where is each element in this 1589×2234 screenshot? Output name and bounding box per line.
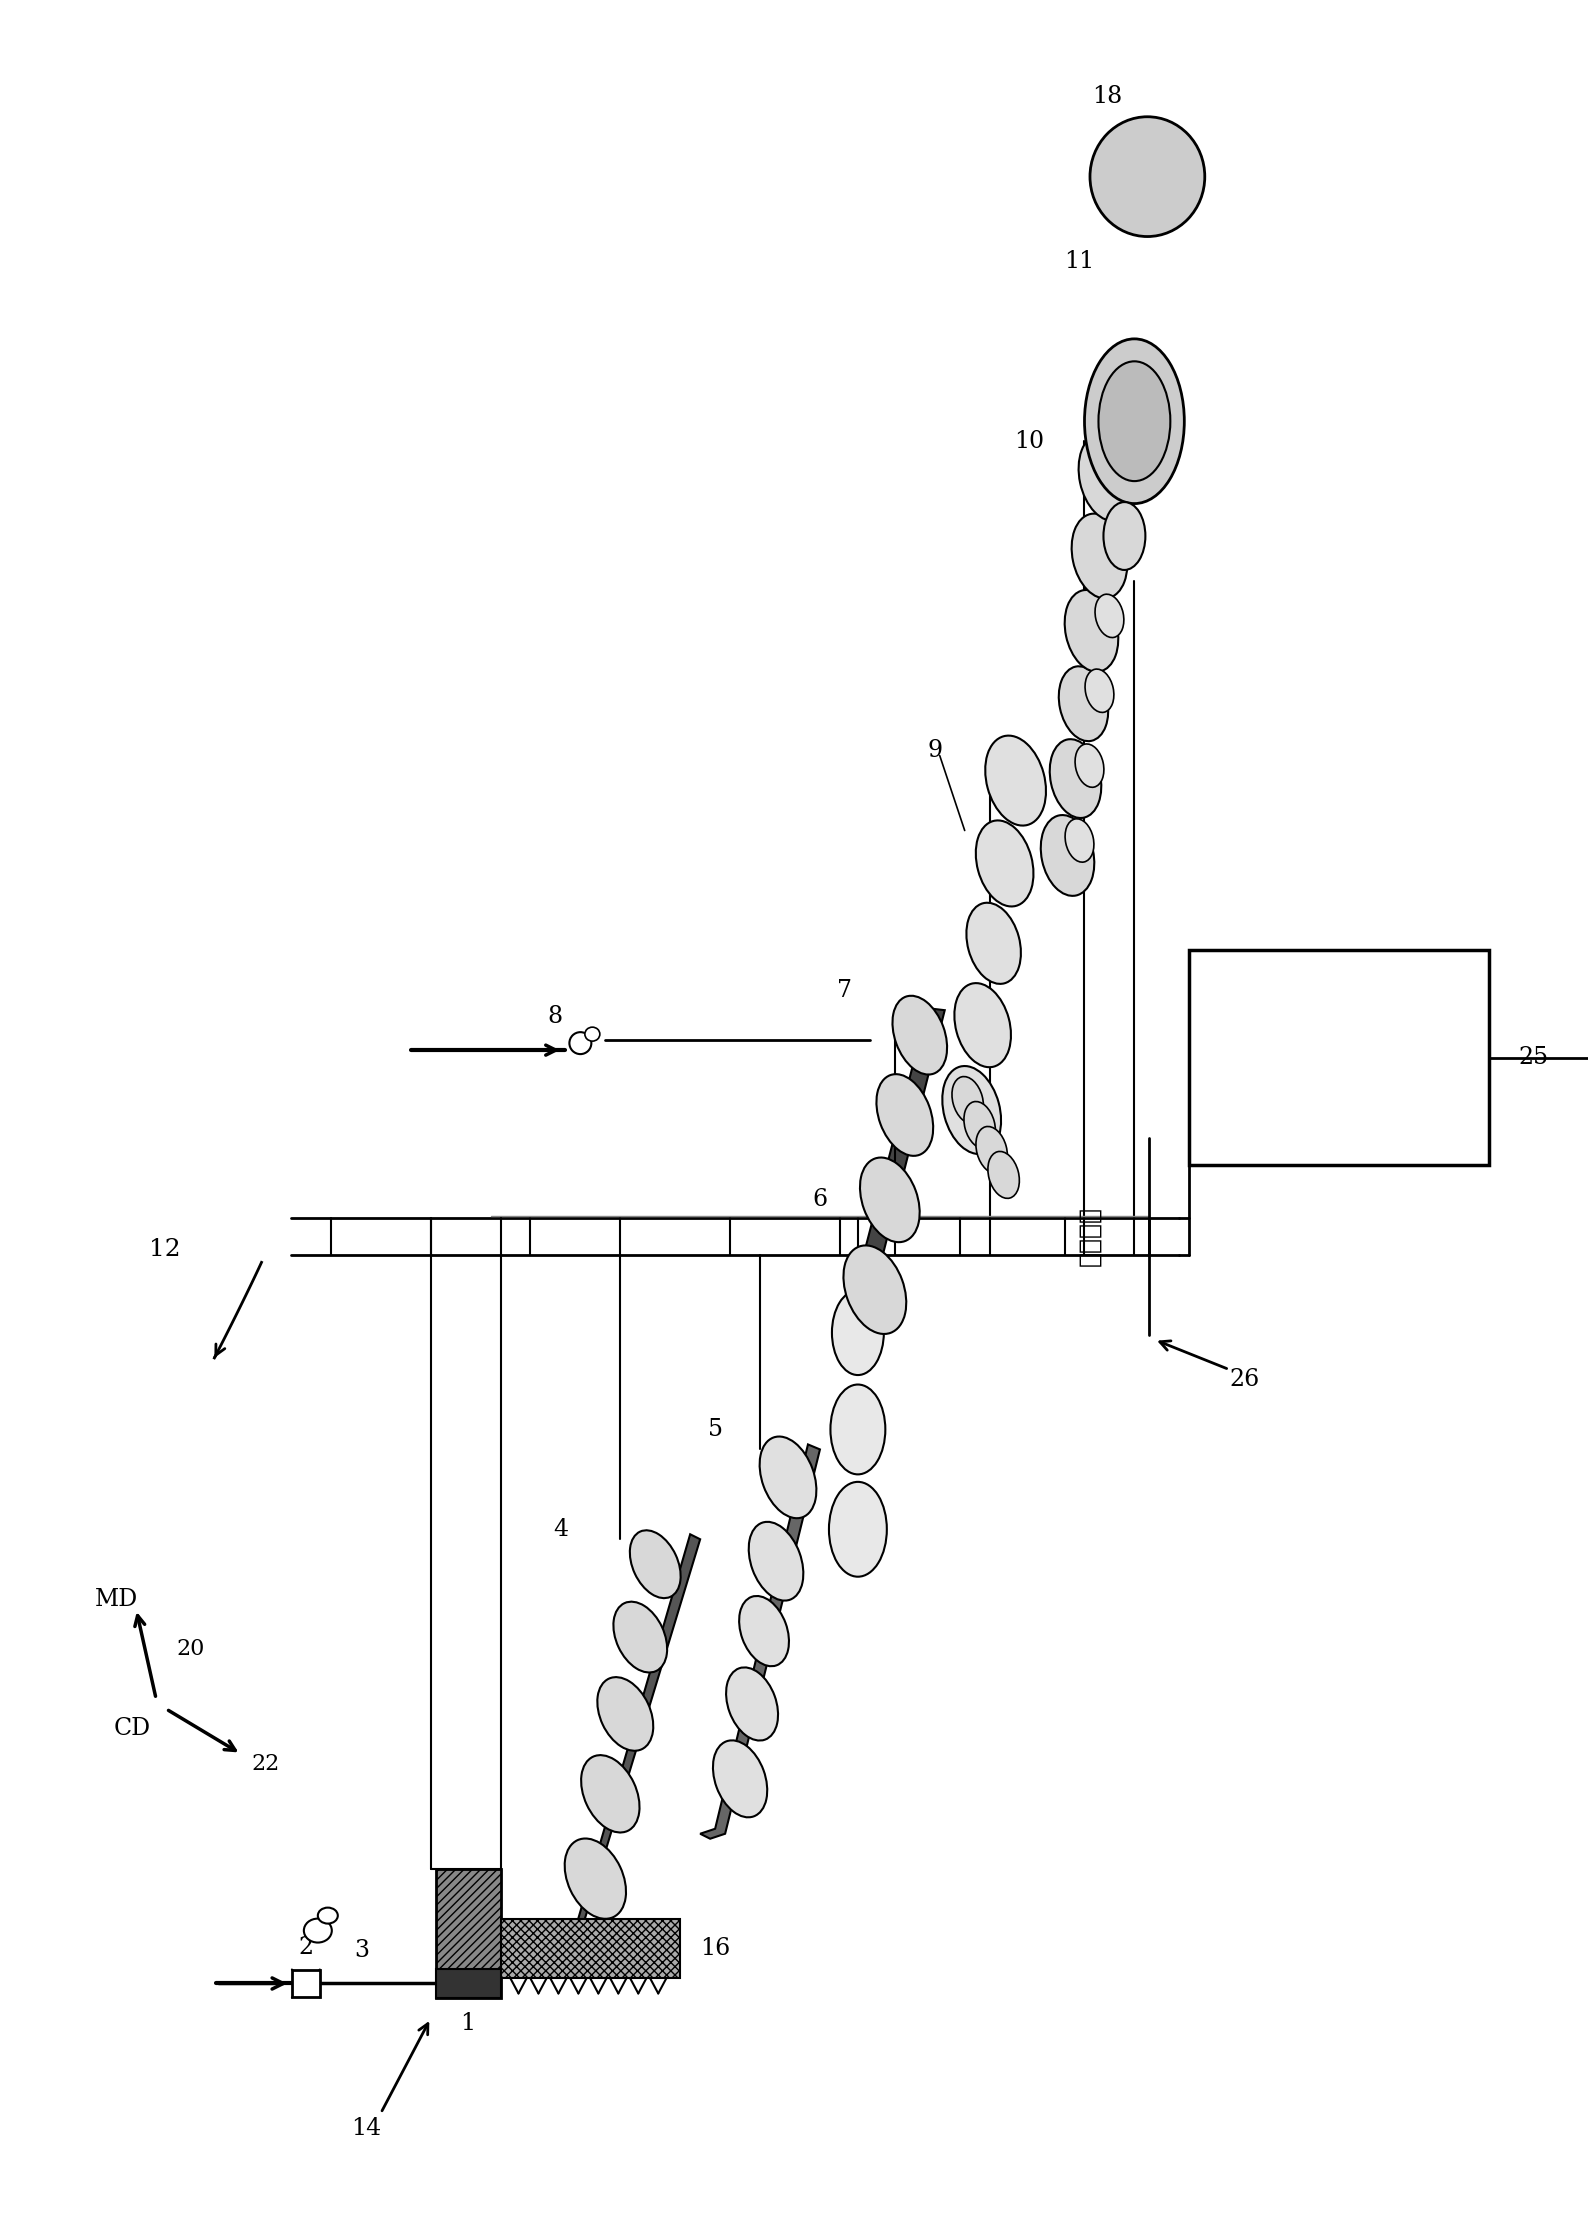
Text: 控制系统: 控制系统: [1306, 1077, 1373, 1104]
Ellipse shape: [952, 1077, 984, 1124]
Ellipse shape: [1098, 362, 1171, 480]
Ellipse shape: [965, 1101, 995, 1148]
Ellipse shape: [303, 1919, 332, 1944]
Text: 5: 5: [707, 1419, 723, 1441]
Ellipse shape: [760, 1436, 817, 1519]
Text: 16: 16: [701, 1937, 731, 1959]
Text: 22: 22: [251, 1754, 280, 1774]
Text: 7: 7: [837, 978, 852, 1001]
Ellipse shape: [877, 1075, 933, 1155]
Ellipse shape: [564, 1839, 626, 1919]
Ellipse shape: [1090, 116, 1204, 237]
Bar: [435, 1868, 501, 1999]
Text: 25: 25: [1519, 1046, 1549, 1070]
Ellipse shape: [860, 1157, 920, 1242]
Text: 11: 11: [1065, 250, 1095, 273]
Ellipse shape: [833, 1291, 883, 1376]
Ellipse shape: [1065, 820, 1093, 862]
Ellipse shape: [582, 1756, 639, 1832]
Text: 控制网络: 控制网络: [1077, 1206, 1101, 1267]
Ellipse shape: [1050, 739, 1101, 818]
Text: 质量: 质量: [1322, 1012, 1355, 1039]
Ellipse shape: [831, 1385, 885, 1474]
Text: 18: 18: [1092, 85, 1122, 107]
Text: 4: 4: [553, 1517, 567, 1541]
Text: 6: 6: [812, 1188, 828, 1211]
Text: 10: 10: [1014, 429, 1044, 454]
Text: 1: 1: [461, 2013, 475, 2035]
Polygon shape: [561, 1535, 701, 1939]
Ellipse shape: [713, 1740, 767, 1816]
Ellipse shape: [597, 1678, 653, 1751]
Polygon shape: [841, 1008, 945, 1340]
Ellipse shape: [1084, 340, 1184, 503]
Ellipse shape: [955, 983, 1011, 1068]
Ellipse shape: [1085, 668, 1114, 713]
Ellipse shape: [629, 1530, 680, 1597]
Bar: [1189, 949, 1489, 1164]
Ellipse shape: [748, 1521, 804, 1600]
Ellipse shape: [985, 735, 1046, 827]
Ellipse shape: [844, 1244, 906, 1334]
Text: MD: MD: [95, 1588, 138, 1611]
Text: 8: 8: [548, 1005, 563, 1028]
Ellipse shape: [726, 1667, 779, 1740]
Bar: [435, 1968, 501, 1999]
Ellipse shape: [976, 820, 1033, 907]
Ellipse shape: [1103, 503, 1146, 570]
Ellipse shape: [1079, 433, 1136, 521]
Ellipse shape: [1041, 815, 1095, 896]
Ellipse shape: [1058, 666, 1108, 742]
Ellipse shape: [1065, 590, 1119, 672]
Bar: [292, 1970, 319, 1997]
Ellipse shape: [1104, 518, 1135, 563]
Text: 12: 12: [149, 1238, 181, 1262]
Bar: [501, 1919, 680, 1979]
Ellipse shape: [585, 1028, 599, 1041]
Polygon shape: [701, 1445, 820, 1839]
Ellipse shape: [942, 1066, 1001, 1155]
Ellipse shape: [966, 903, 1020, 983]
Ellipse shape: [893, 996, 947, 1075]
Text: 14: 14: [351, 2118, 381, 2140]
Text: 9: 9: [928, 739, 942, 762]
Ellipse shape: [976, 1126, 1007, 1173]
Text: 20: 20: [176, 1638, 205, 1660]
Ellipse shape: [1095, 594, 1123, 637]
Ellipse shape: [1071, 514, 1127, 599]
Ellipse shape: [318, 1908, 338, 1923]
Text: 3: 3: [354, 1939, 369, 1961]
Ellipse shape: [569, 1032, 591, 1054]
Text: 26: 26: [1230, 1367, 1260, 1392]
Ellipse shape: [988, 1151, 1020, 1197]
Text: CD: CD: [114, 1718, 151, 1740]
Text: 2: 2: [299, 1937, 313, 1959]
Ellipse shape: [1076, 744, 1104, 786]
Ellipse shape: [829, 1481, 887, 1577]
Ellipse shape: [739, 1595, 790, 1667]
Ellipse shape: [613, 1602, 667, 1673]
